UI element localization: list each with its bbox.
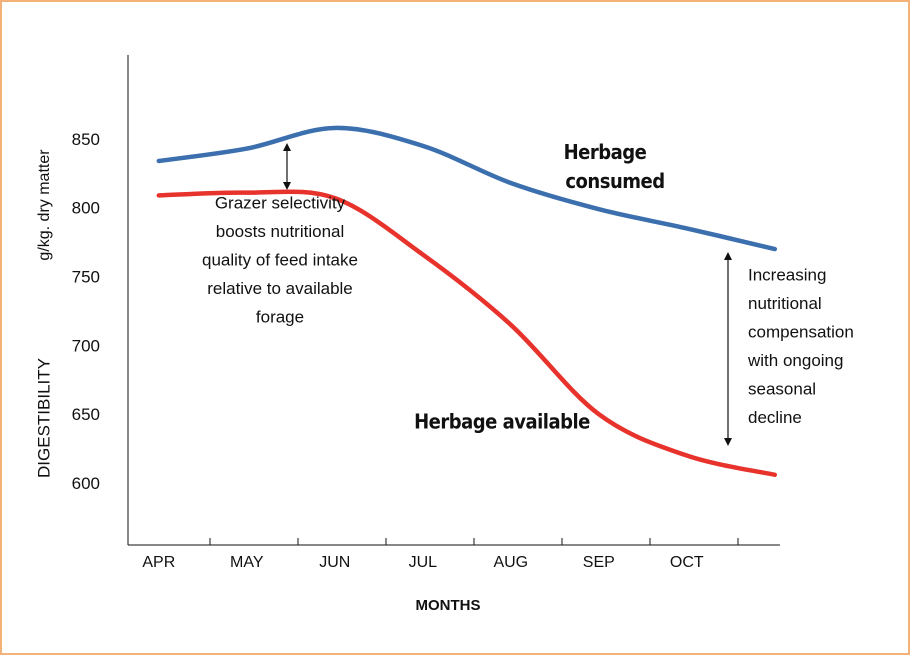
annotation: with ongoing [747, 351, 843, 370]
annotation: compensation [748, 322, 854, 341]
annotation: relative to available [207, 279, 353, 298]
y-tick-label: 700 [72, 336, 100, 355]
x-tick-label: OCT [670, 554, 704, 571]
x-tick-label: SEP [583, 554, 615, 571]
x-tick-label: JUN [319, 554, 350, 571]
y-tick-label: 750 [72, 267, 100, 286]
y-axis-unit: g/kg. dry matter [36, 149, 53, 261]
annotation: seasonal [748, 379, 816, 398]
series-label: Herbage available [414, 410, 590, 434]
annotation: boosts nutritional [216, 222, 345, 241]
y-tick-label: 800 [72, 199, 100, 218]
series-label: Herbage consumed [564, 140, 665, 193]
x-tick-label: JUL [409, 554, 438, 571]
annotation: decline [748, 408, 802, 427]
series-line [156, 125, 778, 252]
y-axis-label: DIGESTIBILITY [34, 358, 53, 478]
y-tick-label: 650 [72, 405, 100, 424]
x-tick-label: MAY [230, 554, 264, 571]
x-axis-label: MONTHS [416, 597, 481, 614]
x-tick-label: AUG [493, 554, 528, 571]
y-tick-label: 600 [72, 474, 100, 493]
y-tick-label: 850 [72, 130, 100, 149]
annotation: Increasing [748, 265, 826, 284]
annotation: quality of feed intake [202, 250, 358, 269]
x-tick-label: APR [142, 554, 175, 571]
annotation: forage [256, 307, 304, 326]
annotation: Grazer selectivity [215, 193, 346, 212]
series-line [156, 189, 778, 478]
annotation: nutritional [748, 294, 822, 313]
